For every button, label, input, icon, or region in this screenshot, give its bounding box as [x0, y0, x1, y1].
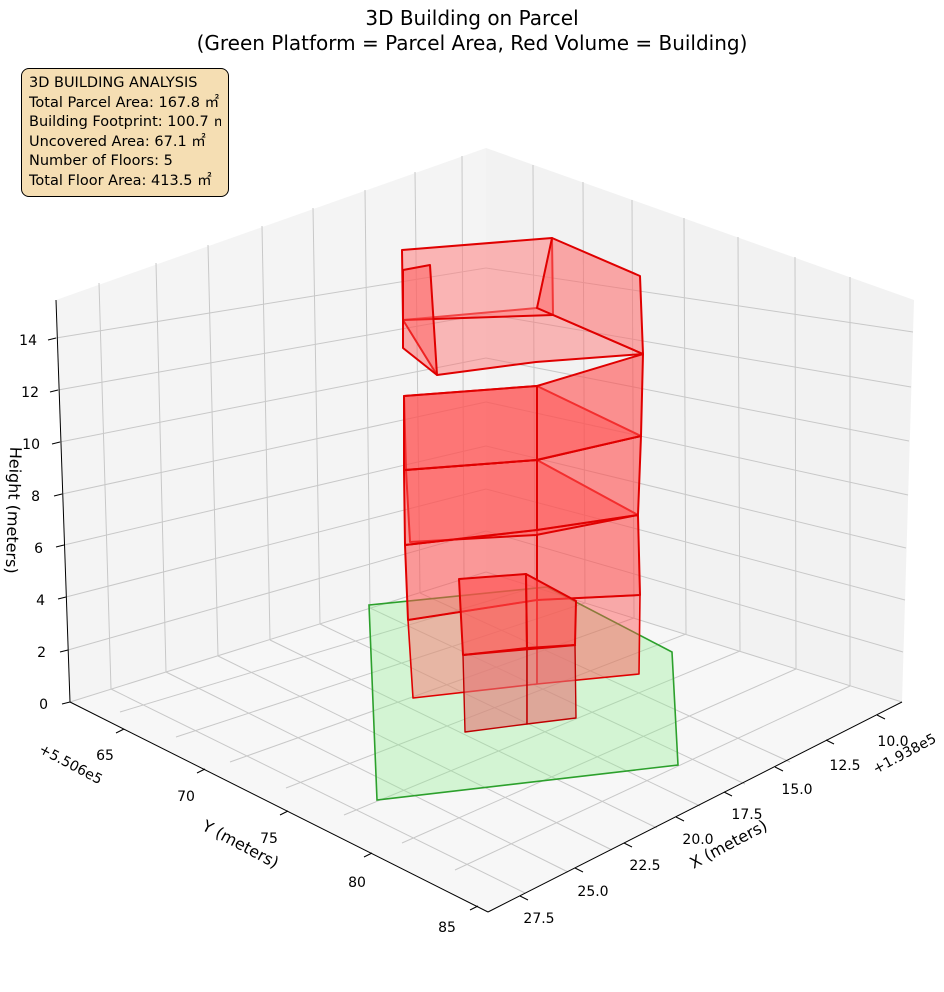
- wing-lower-face: [462, 647, 528, 733]
- x-axis-line: [487, 701, 903, 913]
- wing-lower-side-face: [526, 644, 577, 725]
- z-tick-label: 14: [19, 333, 37, 349]
- y-tick-label: 80: [348, 875, 366, 891]
- chart-subtitle: (Green Platform = Parcel Area, Red Volum…: [197, 31, 748, 55]
- info-line-parcel-area: Total Parcel Area: 167.8 ㎡: [29, 94, 220, 111]
- floor-4-side-face: [536, 353, 644, 461]
- z-tick-label: 8: [31, 489, 40, 505]
- z-tick-label: 12: [21, 385, 39, 401]
- z-tick-label: 4: [36, 593, 45, 609]
- x-tick-labels: 27.5 25.0 22.5 20.0 17.5 15.0 12.5 10.0: [523, 734, 908, 927]
- building-volume: [401, 237, 644, 733]
- x-tick-label: 20.0: [682, 832, 713, 848]
- chart-title: 3D Building on Parcel: [365, 6, 578, 30]
- z-axis-line: [55, 299, 71, 703]
- y-tick-label: 65: [96, 748, 114, 764]
- y-offset-label: +5.506e5: [36, 741, 105, 788]
- tick-marks: [47, 337, 886, 911]
- floor-5-notch-face: [402, 264, 438, 376]
- y-tick-label: 85: [438, 920, 456, 936]
- analysis-info-box: 3D BUILDING ANALYSIS Total Parcel Area: …: [21, 68, 229, 197]
- y-axis-line: [69, 701, 489, 913]
- z-tick-label: 2: [37, 645, 46, 661]
- z-tick-label: 6: [34, 541, 43, 557]
- wing-top-edge: [462, 644, 577, 656]
- wing-upper-face: [458, 573, 528, 656]
- y-tick-label: 75: [260, 831, 278, 847]
- x-tick-label: 17.5: [731, 807, 762, 823]
- info-line-floors: Number of Floors: 5: [29, 153, 173, 170]
- z-tick-labels: 0 2 4 6 8 10 12 14: [19, 333, 48, 713]
- floor-3-front-face: [403, 459, 538, 546]
- x-tick-label: 25.0: [577, 884, 608, 900]
- info-line-uncovered: Uncovered Area: 67.1 ㎡: [29, 133, 206, 150]
- x-tick-label: 12.5: [829, 758, 860, 774]
- x-tick-label: 15.0: [781, 782, 812, 798]
- info-heading: 3D BUILDING ANALYSIS: [29, 75, 198, 91]
- y-tick-labels: 65 70 75 80 85: [96, 748, 456, 936]
- floor-pane: [70, 572, 902, 912]
- y-tick-label: 70: [177, 789, 195, 805]
- x-tick-label: 27.5: [523, 911, 554, 927]
- z-axis-label: Height (meters): [2, 446, 25, 574]
- info-line-footprint: Building Footprint: 100.7 ㎡: [29, 114, 221, 131]
- z-tick-label: 0: [39, 697, 48, 713]
- floor-4-front-face: [403, 385, 538, 471]
- z-tick-label: 10: [22, 437, 40, 453]
- info-line-floor-area: Total Floor Area: 413.5 ㎡: [29, 172, 212, 189]
- x-tick-label: 10.0: [877, 734, 908, 750]
- axis-spines: [55, 299, 903, 913]
- x-tick-label: 22.5: [629, 858, 660, 874]
- floor-5-side-face: [536, 237, 644, 355]
